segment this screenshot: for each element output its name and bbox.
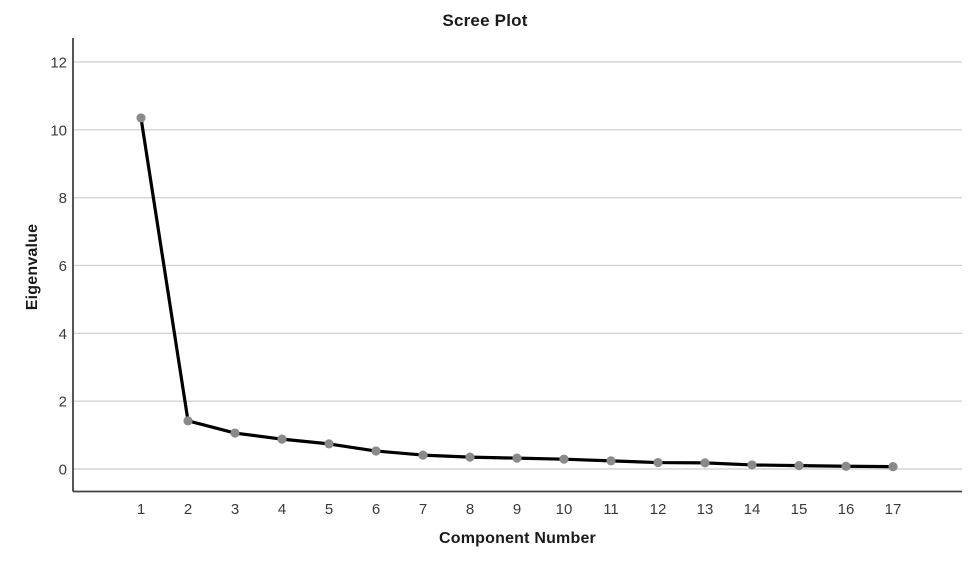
- x-tick-label: 15: [791, 501, 808, 518]
- data-point-marker: [324, 439, 334, 449]
- x-tick-label: 7: [419, 501, 427, 518]
- data-point-marker: [653, 457, 663, 468]
- x-tick-label: 16: [838, 501, 855, 518]
- x-tick-label: 12: [650, 501, 667, 518]
- data-point-marker: [136, 113, 146, 123]
- data-point-marker: [606, 456, 616, 466]
- x-tick-label: 14: [744, 501, 761, 518]
- x-tick-label: 9: [513, 501, 521, 518]
- data-point-marker: [418, 450, 428, 460]
- y-tick-label: 4: [59, 326, 67, 343]
- x-tick-label: 4: [278, 501, 286, 518]
- data-point-marker: [559, 454, 569, 464]
- chart-title: Scree Plot: [442, 11, 528, 30]
- y-tick-label: 12: [50, 54, 67, 71]
- data-point-marker: [183, 416, 193, 426]
- data-point-marker: [747, 460, 757, 470]
- data-point-marker: [277, 434, 287, 444]
- x-tick-label: 11: [603, 501, 619, 518]
- data-line: [139, 116, 895, 469]
- data-point-marker: [230, 428, 240, 438]
- x-tick-label: 6: [372, 501, 380, 518]
- x-tick-label: 3: [231, 501, 239, 518]
- y-tick-label: 10: [50, 122, 67, 139]
- data-point-marker: [371, 446, 381, 456]
- x-tick-label: 8: [466, 501, 474, 518]
- x-tick-label: 13: [697, 501, 714, 518]
- y-tick-label: 0: [59, 462, 67, 479]
- y-tick-label: 8: [59, 190, 67, 207]
- x-axis-title: Component Number: [439, 530, 596, 547]
- data-point-marker: [841, 461, 851, 471]
- x-tick-label: 5: [325, 501, 333, 518]
- x-tick-label: 2: [184, 501, 192, 518]
- data-point-marker: [465, 452, 475, 462]
- data-point-marker: [888, 462, 898, 472]
- data-point-marker: [512, 453, 522, 463]
- data-point-marker: [794, 461, 804, 471]
- y-tick-label: 6: [59, 258, 67, 275]
- y-tick-label: 2: [59, 394, 67, 411]
- x-tick-label: 1: [137, 501, 145, 518]
- x-tick-label: 17: [885, 501, 902, 518]
- data-point-marker: [700, 458, 710, 468]
- x-tick-label: 10: [556, 501, 573, 518]
